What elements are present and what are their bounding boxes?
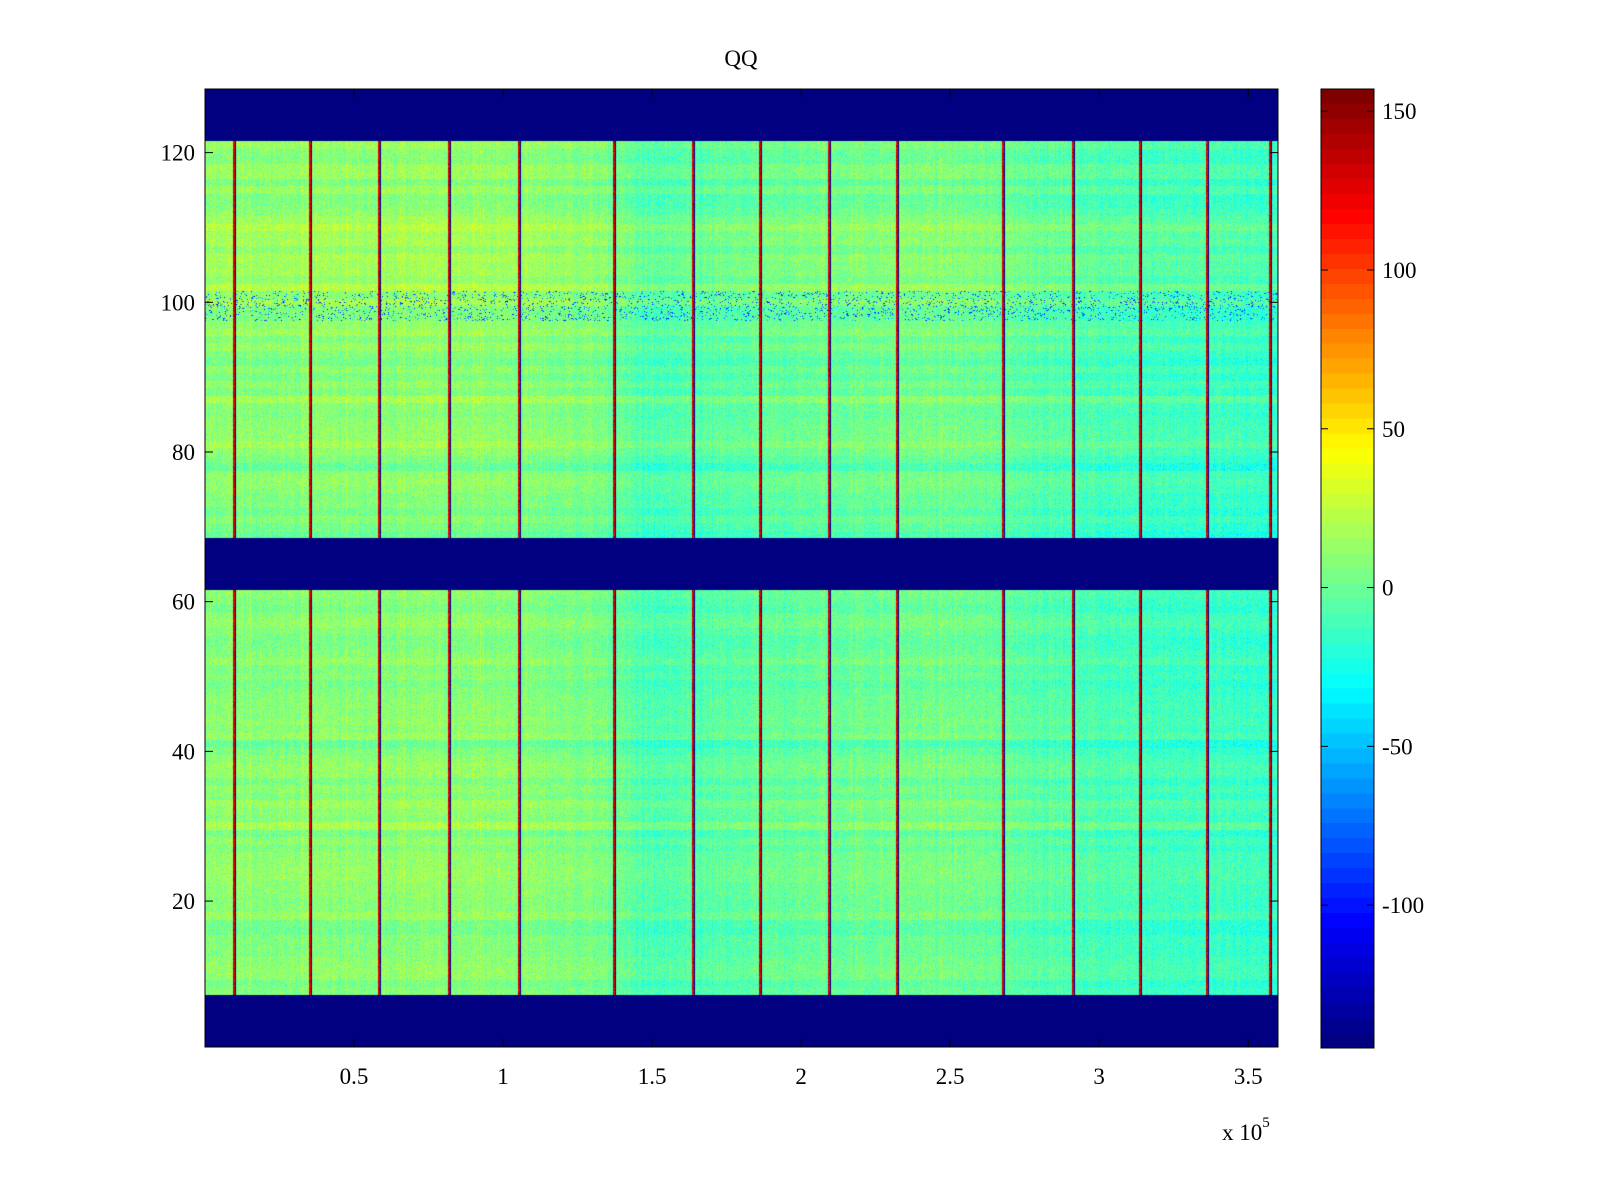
x-tick-label: 2.5 — [936, 1064, 965, 1089]
plot-area: 0.5 1 1.5 2 2.5 3 3.5 20 40 60 80 100 120 x 105 — [161, 88, 1279, 1145]
chart-title: QQ — [724, 46, 758, 71]
y-axis-ticks: 20 40 60 80 100 120 — [161, 141, 1278, 914]
plot-frame — [204, 88, 1279, 1048]
y-tick-label: 20 — [172, 889, 195, 914]
x-tick-label: 1.5 — [638, 1064, 667, 1089]
colorbar-tick-label: -50 — [1382, 734, 1413, 759]
y-tick-label: 60 — [172, 590, 195, 615]
colorbar-ticks: 150 100 50 0 -50 -100 — [1321, 99, 1424, 918]
colorbar-tick-label: -100 — [1382, 893, 1424, 918]
x-tick-label: 2 — [795, 1064, 807, 1089]
y-tick-label: 120 — [161, 141, 196, 166]
colorbar-tick-label: 0 — [1382, 576, 1394, 601]
y-tick-label: 40 — [172, 739, 195, 764]
x-tick-label: 3.5 — [1234, 1064, 1263, 1089]
x-axis-ticks: 0.5 1 1.5 2 2.5 3 3.5 — [340, 89, 1263, 1089]
x-tick-label: 3 — [1093, 1064, 1105, 1089]
colorbar-tick-label: 150 — [1382, 99, 1417, 124]
colorbar-frame — [1320, 88, 1375, 1049]
x-tick-label: 0.5 — [340, 1064, 369, 1089]
colorbar-tick-label: 100 — [1382, 258, 1417, 283]
x-tick-label: 1 — [497, 1064, 509, 1089]
y-tick-label: 100 — [161, 290, 196, 315]
heatmap-image — [205, 89, 1278, 1047]
x-exponent-label: x 105 — [1222, 1115, 1270, 1145]
colorbar: 150 100 50 0 -50 -100 — [1320, 88, 1424, 1049]
y-tick-label: 80 — [172, 440, 195, 465]
colorbar-tick-label: 50 — [1382, 417, 1405, 442]
colorbar-gradient — [1321, 89, 1374, 1048]
